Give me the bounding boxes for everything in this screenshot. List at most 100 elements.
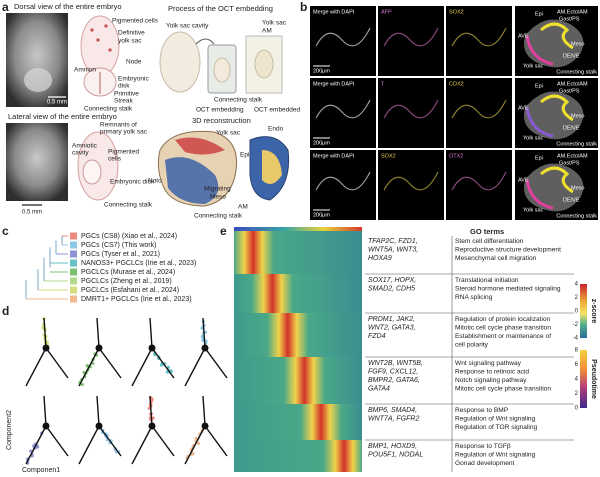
gene-list: WNT5A, WNT3,	[368, 246, 418, 253]
legend-swatch	[70, 241, 77, 249]
trajectory	[25, 425, 47, 465]
label: Merge with DAPI	[313, 153, 355, 159]
label: 0.5 mm	[47, 100, 67, 106]
photo	[6, 13, 68, 107]
panel-label: c	[2, 224, 9, 238]
arrow	[195, 38, 215, 45]
signal	[383, 99, 439, 119]
signal	[451, 171, 507, 191]
go-term: Stem cell differentiation	[455, 238, 524, 245]
label: AVE	[518, 177, 529, 183]
label: Noto	[148, 178, 162, 185]
cell-point	[196, 441, 200, 446]
cell-point	[194, 436, 198, 441]
branch-node	[42, 344, 50, 352]
label: SOX2	[449, 9, 464, 15]
trajectory	[149, 317, 153, 349]
go-term: Response to TGFβ	[455, 443, 511, 450]
colorbar	[580, 350, 587, 408]
model-region	[165, 157, 219, 204]
label: Migrating	[204, 186, 231, 193]
colorbar-tick: 6	[575, 362, 579, 368]
gene-list: BMP1, HOXD9,	[368, 443, 417, 450]
label: AVE	[518, 33, 529, 39]
label: Yolk sac	[523, 135, 544, 141]
label: AM.Ecto/AM	[557, 153, 588, 159]
branch-node	[201, 344, 209, 352]
signal	[383, 27, 439, 47]
cell-point	[191, 451, 195, 456]
label: Definitive	[118, 30, 145, 37]
label: Meso	[210, 194, 226, 201]
label: AM.Ecto/AM	[557, 9, 588, 15]
label: Connecting stalk	[194, 213, 243, 220]
legend-swatch	[70, 259, 77, 267]
label: Pigmented	[108, 149, 139, 156]
label: DE/VE	[563, 197, 580, 203]
cell-point	[203, 330, 208, 334]
legend-swatch	[70, 232, 77, 240]
legend-swatch	[70, 250, 77, 258]
cell-point	[201, 338, 205, 342]
gene-list: WNT7A, FGFR2	[368, 415, 419, 422]
trajectory	[43, 395, 47, 427]
trajectory	[184, 425, 206, 465]
signal	[451, 27, 507, 47]
gene-list: SMAD2, CDH5	[368, 285, 415, 292]
trajectory	[96, 395, 100, 427]
label: AVE	[518, 105, 529, 111]
label: Connecting stalk	[214, 97, 263, 104]
label: Epi	[240, 152, 249, 159]
colorbar-tick: 0	[575, 406, 579, 412]
label: cavity	[72, 150, 89, 157]
trajectory	[45, 425, 69, 457]
go-term: Regulation of TOR signaling	[455, 424, 538, 431]
pigment	[96, 38, 100, 42]
marker	[525, 35, 554, 66]
label: Embryonic disk	[110, 179, 155, 186]
panel-label: d	[2, 304, 9, 318]
branch-node	[148, 422, 156, 430]
trajectory	[204, 347, 228, 379]
trajectory	[45, 347, 69, 379]
label: SOX2	[381, 153, 396, 159]
trajectory	[131, 347, 153, 387]
legend-label: PGCLCs (Zheng et al., 2019)	[81, 278, 172, 285]
legend-swatch	[70, 277, 77, 285]
label: Merge with DAPI	[313, 9, 355, 15]
photo	[6, 123, 68, 201]
label: Amniotic	[72, 143, 98, 150]
specimen	[159, 31, 201, 93]
colorbar-tick: 4	[575, 377, 579, 383]
legend-label: NANOS3+ PGCLCs (Irie et al., 2023)	[81, 260, 196, 267]
label: disk	[118, 83, 130, 90]
colorbar-tick: 4	[575, 282, 579, 288]
go-term: Mitotic cell cycle phase transition	[455, 324, 551, 331]
cell-point	[169, 369, 173, 373]
panel-title: 3D reconstruction	[192, 116, 251, 125]
legend-label: DMRT1+ PGCLCs (Irie et al., 2023)	[81, 296, 192, 303]
legend-label: PGCs (Tyser et al., 2021)	[81, 251, 160, 258]
label: yolk sac	[118, 38, 142, 45]
go-term: Translational initiation	[455, 277, 519, 284]
gene-list: HOXA9	[368, 255, 392, 262]
heatmap-block	[234, 404, 362, 440]
label: Epi	[535, 11, 543, 17]
trajectory	[149, 395, 153, 427]
label: CDX2	[449, 81, 464, 87]
column-title: GO terms	[470, 227, 504, 236]
axis-label: Componen1	[22, 467, 60, 474]
go-term: Reproductive structure development	[455, 246, 561, 253]
branch-node	[95, 344, 103, 352]
label: Embryonic	[118, 76, 149, 83]
trajectory	[151, 425, 175, 457]
legend-swatch	[70, 295, 77, 303]
go-term: Gonad development	[455, 460, 515, 467]
heatmap-block	[234, 313, 362, 357]
marker	[525, 179, 554, 210]
go-term: Wnt signaling pathway	[455, 360, 522, 367]
legend-swatch	[70, 286, 77, 294]
go-term: Regulation of Wnt signaling	[455, 415, 536, 422]
label: Gast/PS	[559, 16, 580, 22]
gene-list: SOX17, HOPX,	[368, 277, 416, 284]
